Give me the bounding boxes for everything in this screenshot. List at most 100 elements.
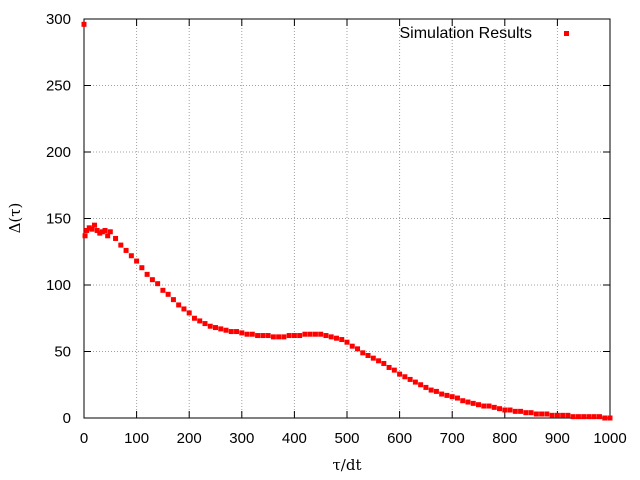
data-point <box>575 414 581 420</box>
data-point <box>82 233 88 239</box>
x-tick-label: 900 <box>545 430 570 447</box>
data-point <box>89 226 95 232</box>
data-point <box>381 360 387 366</box>
data-point <box>297 333 303 339</box>
data-point <box>560 412 566 418</box>
data-point <box>197 318 203 324</box>
x-tick-label: 1000 <box>593 430 626 447</box>
data-point <box>533 411 539 417</box>
x-tick-label: 600 <box>387 430 412 447</box>
x-tick-label: 0 <box>80 430 88 447</box>
data-point <box>286 333 292 339</box>
x-tick-label: 300 <box>229 430 254 447</box>
y-tick-label: 300 <box>46 11 71 28</box>
data-point <box>391 367 397 373</box>
data-point <box>581 414 587 420</box>
data-point <box>454 395 460 401</box>
data-point <box>470 400 476 406</box>
data-point <box>186 310 192 316</box>
data-point <box>239 330 245 336</box>
data-point <box>155 281 161 287</box>
data-point <box>428 387 434 393</box>
data-point <box>512 408 518 414</box>
data-point <box>360 350 366 356</box>
data-point <box>539 411 545 417</box>
x-tick-label: 400 <box>282 430 307 447</box>
data-point <box>81 21 87 27</box>
data-point <box>181 306 187 312</box>
data-point <box>218 326 224 332</box>
x-tick-label: 500 <box>334 430 359 447</box>
data-point <box>113 235 119 241</box>
x-tick-label: 200 <box>177 430 202 447</box>
data-point <box>397 371 403 377</box>
data-point <box>123 247 129 253</box>
legend-label: Simulation Results <box>400 25 533 42</box>
data-point <box>339 337 345 343</box>
data-point <box>307 331 313 337</box>
data-point <box>228 329 234 335</box>
data-point <box>202 321 208 327</box>
data-point <box>355 346 361 352</box>
data-point <box>528 410 534 416</box>
data-point <box>507 407 513 413</box>
data-point <box>586 414 592 420</box>
y-tick-label: 50 <box>54 344 71 361</box>
data-point <box>281 334 287 340</box>
x-tick-label: 800 <box>492 430 517 447</box>
data-point <box>86 225 92 231</box>
data-point <box>549 412 555 418</box>
data-point <box>523 410 529 416</box>
data-point <box>276 334 282 340</box>
data-point <box>107 229 113 235</box>
data-point <box>554 412 560 418</box>
data-point <box>244 331 250 337</box>
data-point <box>518 408 524 414</box>
data-point <box>344 339 350 345</box>
data-point <box>234 329 240 335</box>
data-point <box>349 343 355 349</box>
data-point <box>486 403 492 409</box>
data-point <box>460 398 466 404</box>
data-point <box>365 352 371 358</box>
data-point <box>223 327 229 333</box>
y-tick-label: 250 <box>46 78 71 95</box>
data-point <box>270 334 276 340</box>
axis-tick-labels: 0 100 200 300 400 500 600 700 800 900 1000 0 50 100 15… <box>46 11 627 447</box>
data-point <box>249 331 255 337</box>
data-point <box>97 230 103 236</box>
data-point <box>207 323 213 329</box>
x-axis-label: τ/dt <box>333 456 362 474</box>
legend-marker <box>564 31 569 36</box>
data-point <box>502 407 508 413</box>
data-point <box>333 335 339 341</box>
data-point <box>118 242 124 248</box>
data-point <box>139 265 145 271</box>
data-point <box>491 404 497 410</box>
data-point <box>596 414 602 420</box>
data-point <box>402 374 408 380</box>
data-point <box>302 331 308 337</box>
data-point <box>99 229 105 235</box>
grid-lines <box>84 19 610 418</box>
y-axis-label: Δ(τ) <box>6 203 24 234</box>
data-point <box>423 384 429 390</box>
x-tick-label: 100 <box>124 430 149 447</box>
data-point <box>165 291 171 297</box>
data-point <box>94 227 100 233</box>
data-point <box>84 227 90 233</box>
data-point <box>291 333 297 339</box>
y-tick-label: 150 <box>46 211 71 228</box>
data-point <box>439 391 445 397</box>
data-points <box>81 21 613 421</box>
x-tick-label: 700 <box>440 430 465 447</box>
legend: Simulation Results <box>400 25 569 42</box>
data-point <box>386 364 392 370</box>
data-point <box>370 355 376 361</box>
data-point <box>128 253 134 259</box>
data-point <box>481 403 487 409</box>
data-point <box>260 333 266 339</box>
data-point <box>92 222 98 228</box>
data-point <box>170 297 176 303</box>
